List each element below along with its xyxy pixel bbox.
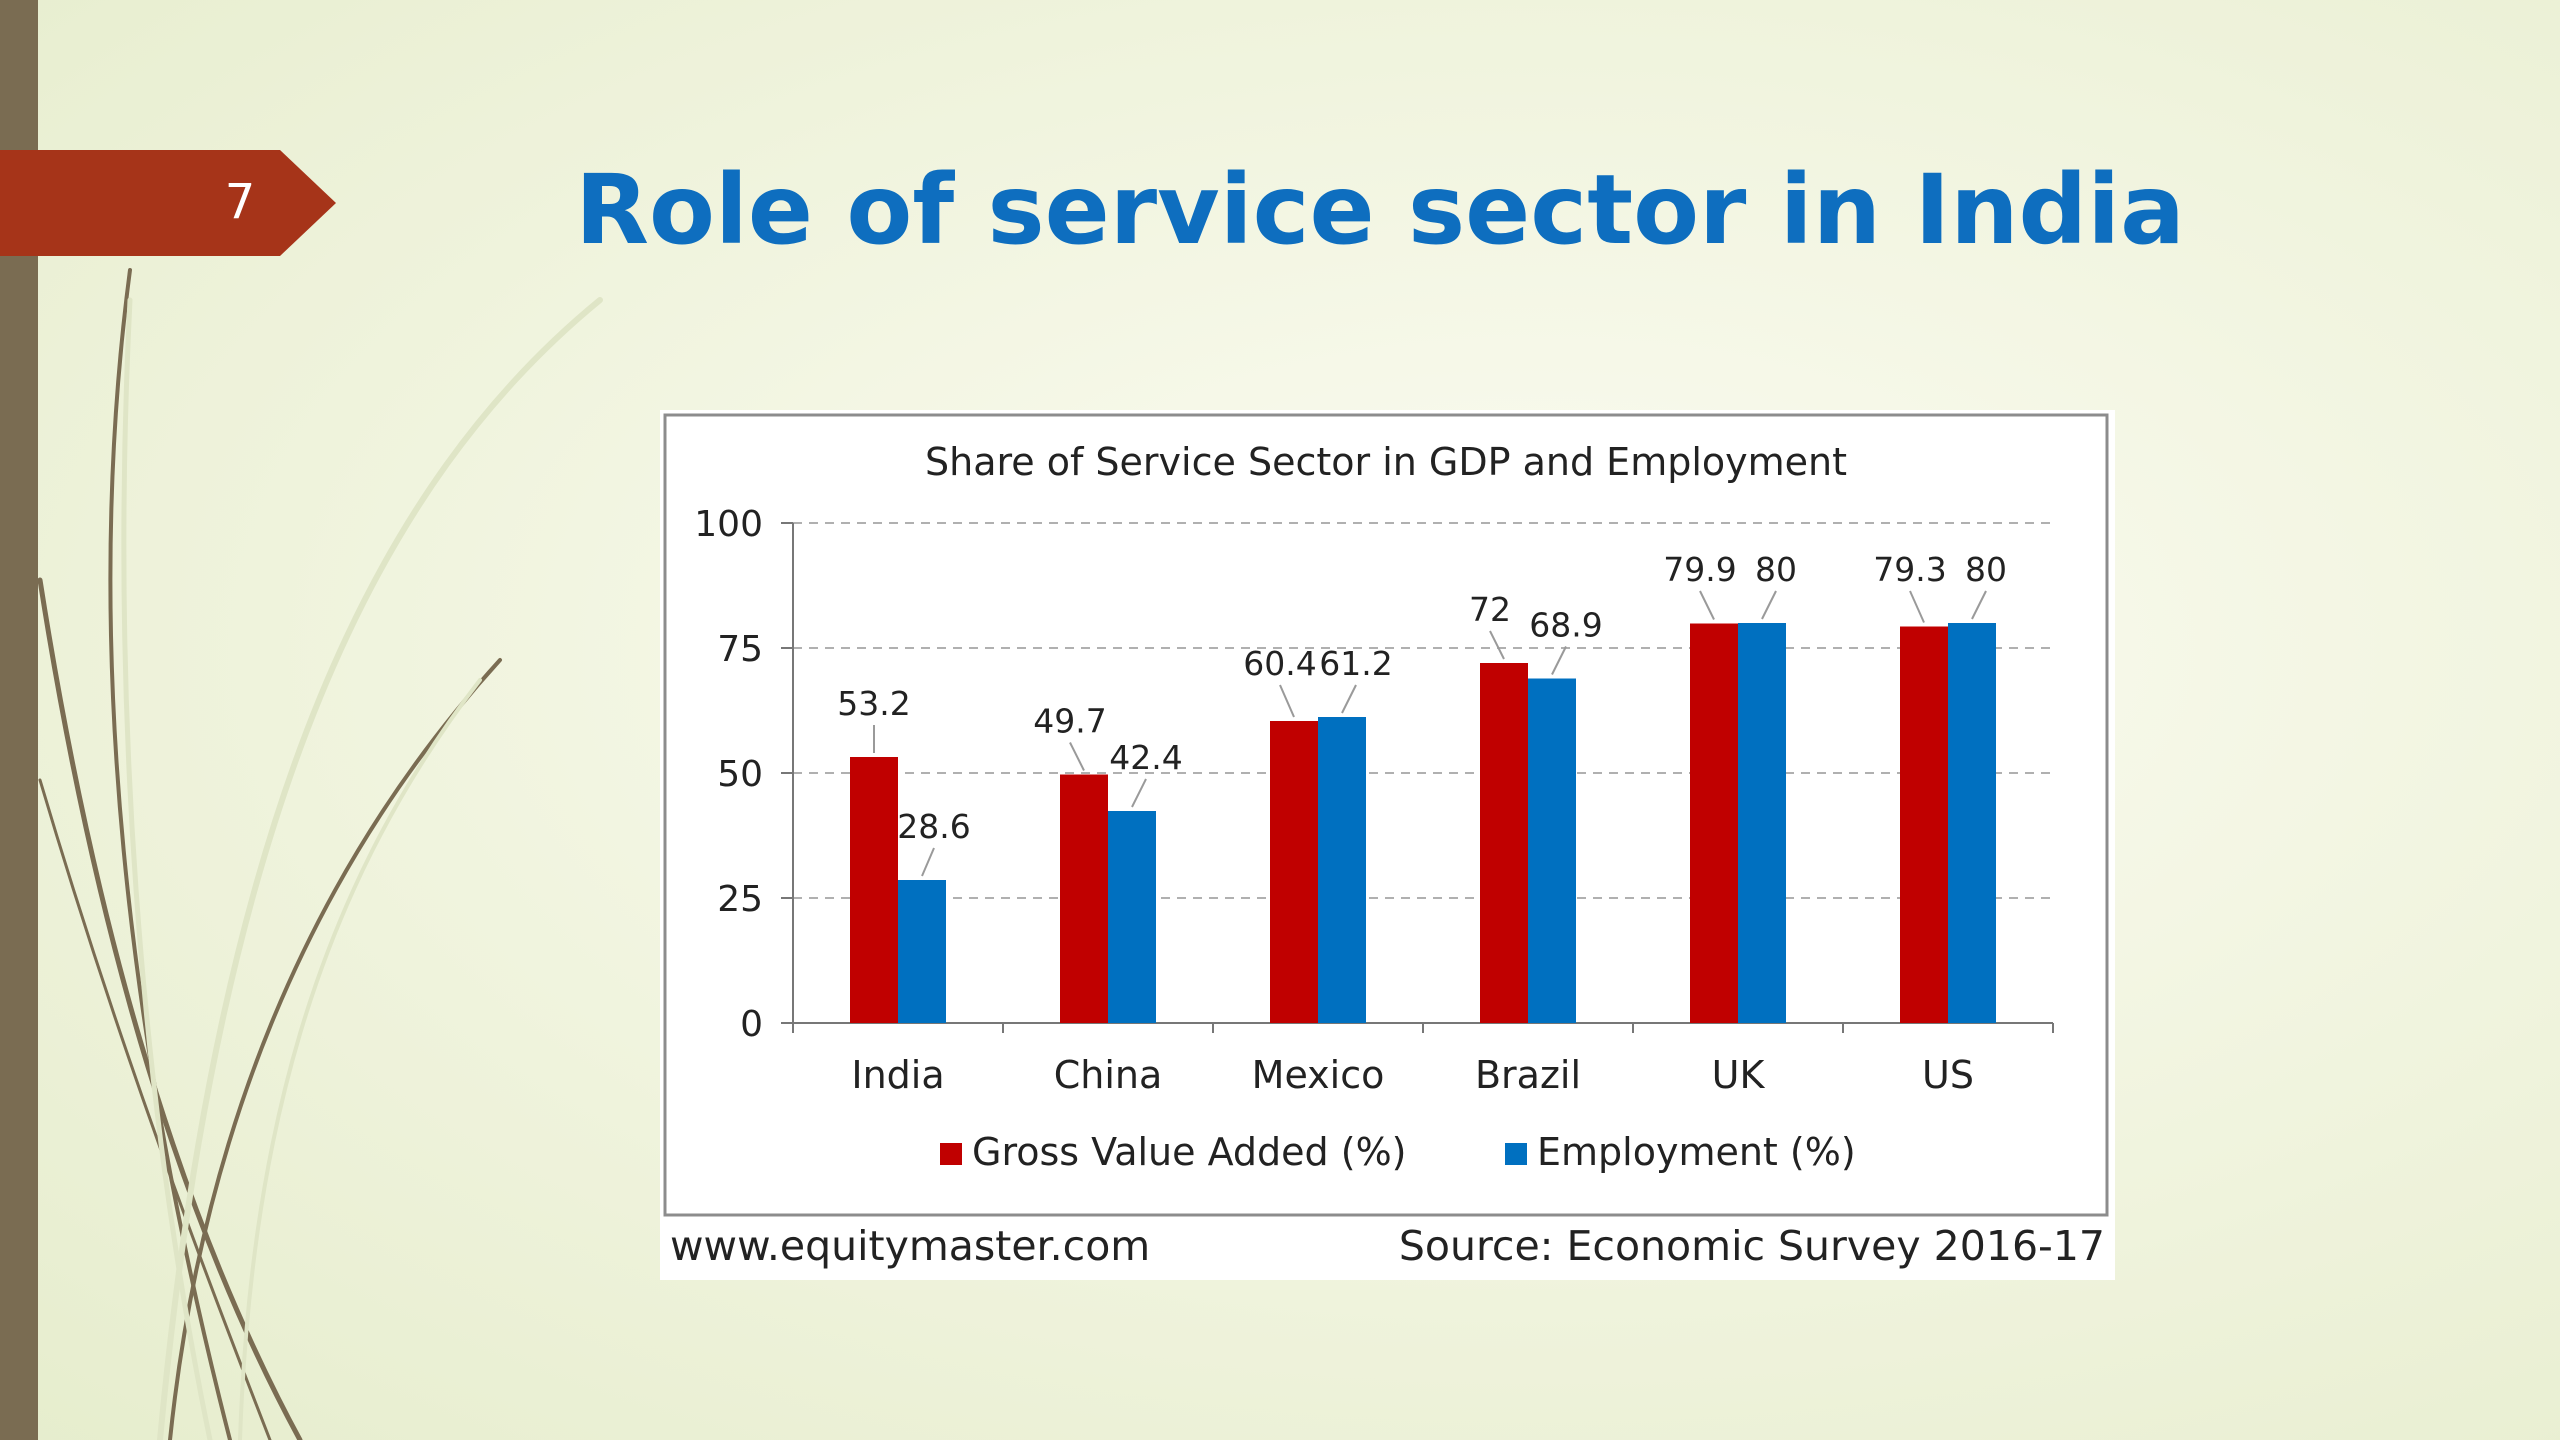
x-tick-label: India bbox=[851, 1053, 944, 1097]
bar-gva bbox=[1900, 626, 1948, 1023]
bar-gva bbox=[1480, 663, 1528, 1023]
y-tick-label: 50 bbox=[717, 754, 763, 795]
data-label: 68.9 bbox=[1529, 606, 1602, 645]
legend-swatch bbox=[940, 1143, 962, 1165]
bar-employment bbox=[1948, 623, 1996, 1023]
x-tick-label: Brazil bbox=[1475, 1053, 1581, 1097]
data-label: 61.2 bbox=[1319, 644, 1392, 683]
leader-line bbox=[1909, 590, 1925, 623]
data-label: 80 bbox=[1755, 550, 1797, 589]
leader-line bbox=[1761, 590, 1777, 620]
leader-line bbox=[1551, 646, 1567, 675]
data-label: 42.4 bbox=[1109, 738, 1182, 777]
chart-panel: Share of Service Sector in GDP and Emplo… bbox=[660, 410, 2115, 1280]
x-tick-label: Mexico bbox=[1252, 1053, 1385, 1097]
x-tick-label: China bbox=[1054, 1053, 1163, 1097]
bar-employment bbox=[1318, 717, 1366, 1023]
slide-title: Role of service sector in India bbox=[575, 154, 2185, 266]
bar-gva bbox=[1270, 721, 1318, 1023]
bar-employment bbox=[1108, 811, 1156, 1023]
bars bbox=[850, 623, 1996, 1023]
data-label: 28.6 bbox=[897, 807, 970, 846]
data-label: 72 bbox=[1469, 590, 1511, 629]
leader-line bbox=[1131, 778, 1147, 808]
leader-line bbox=[921, 847, 935, 877]
data-label: 79.3 bbox=[1873, 550, 1946, 589]
data-label: 79.9 bbox=[1663, 550, 1736, 589]
decorative-curves bbox=[37, 268, 603, 1440]
axes: 0 25 50 75 100 India China Mexico Brazil UK US bbox=[694, 504, 2054, 1097]
x-tick-label: UK bbox=[1712, 1053, 1766, 1097]
bar-employment bbox=[898, 880, 946, 1023]
leader-line bbox=[1341, 684, 1357, 714]
footer-website: www.equitymaster.com bbox=[670, 1222, 1151, 1270]
bar-employment bbox=[1528, 678, 1576, 1023]
leader-line bbox=[1279, 684, 1295, 718]
data-label: 80 bbox=[1965, 550, 2007, 589]
leader-line bbox=[1699, 590, 1715, 620]
leader-line bbox=[1069, 742, 1085, 771]
data-label: 53.2 bbox=[837, 684, 910, 723]
bar-gva bbox=[850, 757, 898, 1023]
x-tick-label: US bbox=[1922, 1053, 1974, 1097]
legend-label: Gross Value Added (%) bbox=[972, 1130, 1407, 1174]
y-tick-label: 25 bbox=[717, 879, 763, 920]
leader-line bbox=[1489, 630, 1505, 660]
data-label: 60.4 bbox=[1243, 644, 1316, 683]
data-labels: 53.2 28.6 49.742.4 60.4 61.2 72 68.9 79.9 80 79.3… bbox=[837, 550, 2007, 877]
footer-source: Source: Economic Survey 2016-17 bbox=[1398, 1222, 2105, 1270]
legend-swatch bbox=[1505, 1143, 1527, 1165]
bar-chart: Share of Service Sector in GDP and Emplo… bbox=[663, 413, 2109, 1217]
y-tick-label: 0 bbox=[740, 1004, 763, 1045]
y-tick-label: 100 bbox=[694, 504, 763, 545]
leader-line bbox=[1971, 590, 1987, 620]
y-tick-label: 75 bbox=[717, 629, 763, 670]
legend: Gross Value Added (%) Employment (%) bbox=[940, 1130, 1856, 1174]
data-label: 49.7 bbox=[1033, 702, 1106, 741]
chart-border bbox=[663, 413, 2109, 1217]
slide-number: 7 bbox=[224, 174, 256, 230]
chart-title: Share of Service Sector in GDP and Emplo… bbox=[925, 440, 1847, 484]
bar-employment bbox=[1738, 623, 1786, 1023]
bar-gva bbox=[1060, 774, 1108, 1023]
legend-label: Employment (%) bbox=[1537, 1130, 1856, 1174]
bar-gva bbox=[1690, 623, 1738, 1023]
slide-number-tab bbox=[0, 150, 336, 256]
grid-lines bbox=[793, 522, 2053, 899]
